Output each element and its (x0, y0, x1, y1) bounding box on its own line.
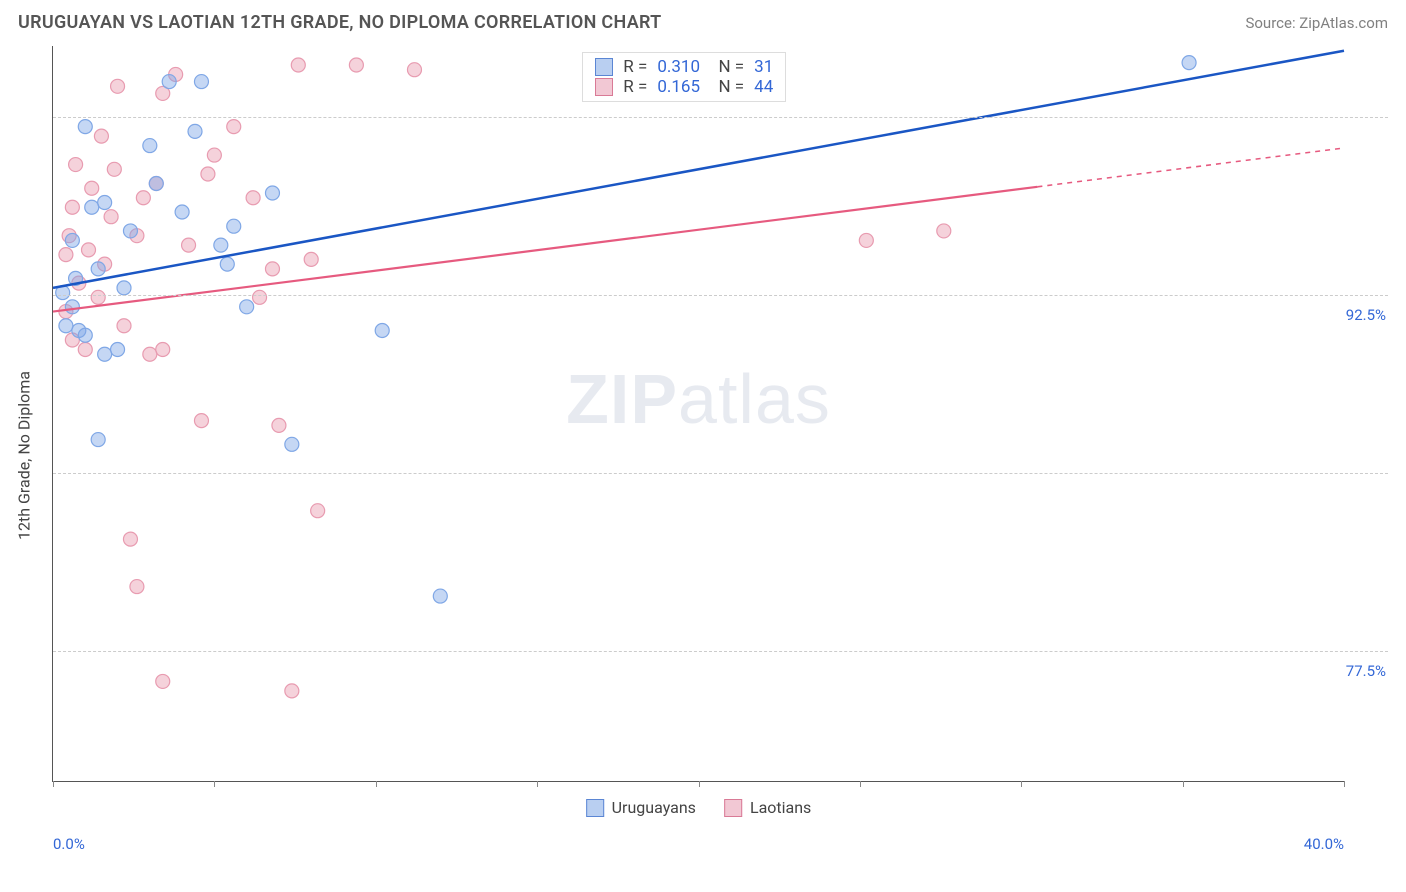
trend-line (53, 187, 1037, 312)
data-point (130, 580, 144, 594)
data-point (433, 589, 447, 603)
data-point (162, 75, 176, 89)
data-point (123, 224, 137, 238)
data-point (272, 418, 286, 432)
x-tick (1344, 781, 1345, 787)
data-point (65, 200, 79, 214)
data-point (69, 158, 83, 172)
data-point (265, 262, 279, 276)
data-point (78, 328, 92, 342)
data-point (253, 290, 267, 304)
trend-line (53, 51, 1344, 288)
x-tick-label-max: 40.0% (1304, 835, 1344, 853)
grid-line (53, 295, 1388, 296)
x-tick (860, 781, 861, 787)
legend-item: Laotians (724, 798, 811, 817)
x-tick (214, 781, 215, 787)
chart-area: 12th Grade, No Diploma ZIPatlas R = 0.31… (28, 46, 1388, 846)
data-point (240, 300, 254, 314)
data-point (214, 238, 228, 252)
grid-line (53, 473, 1388, 474)
data-point (407, 63, 421, 77)
x-tick (1183, 781, 1184, 787)
data-point (246, 191, 260, 205)
data-point (78, 120, 92, 134)
data-point (136, 191, 150, 205)
data-point (94, 129, 108, 143)
y-tick-label: 92.5% (1346, 306, 1386, 324)
data-point (937, 224, 951, 238)
data-point (220, 257, 234, 271)
data-point (91, 290, 105, 304)
data-point (123, 532, 137, 546)
data-point (349, 58, 363, 72)
data-point (98, 195, 112, 209)
data-point (207, 148, 221, 162)
x-tick (1021, 781, 1022, 787)
data-point (201, 167, 215, 181)
legend-swatch (724, 799, 742, 817)
scatter-svg (53, 46, 1344, 781)
data-point (227, 219, 241, 233)
chart-source: Source: ZipAtlas.com (1245, 14, 1388, 32)
series-legend: Uruguayans Laotians (586, 798, 812, 817)
data-point (59, 248, 73, 262)
legend-swatch (586, 799, 604, 817)
x-tick (376, 781, 377, 787)
data-point (111, 79, 125, 93)
data-point (285, 437, 299, 451)
x-tick (699, 781, 700, 787)
x-tick-label-min: 0.0% (53, 835, 85, 853)
data-point (104, 210, 118, 224)
chart-title: URUGUAYAN VS LAOTIAN 12TH GRADE, NO DIPL… (18, 12, 662, 33)
data-point (78, 342, 92, 356)
data-point (65, 300, 79, 314)
data-point (227, 120, 241, 134)
data-point (285, 684, 299, 698)
data-point (143, 347, 157, 361)
data-point (85, 200, 99, 214)
data-point (188, 124, 202, 138)
data-point (111, 342, 125, 356)
data-point (117, 319, 131, 333)
y-axis-label: 12th Grade, No Diploma (15, 371, 34, 540)
legend-item: Uruguayans (586, 798, 696, 817)
trend-line-dashed (1037, 148, 1344, 187)
x-tick (53, 781, 54, 787)
legend-label: Uruguayans (612, 798, 696, 817)
data-point (194, 414, 208, 428)
data-point (375, 324, 389, 338)
data-point (182, 238, 196, 252)
data-point (156, 342, 170, 356)
data-point (98, 347, 112, 361)
legend-label: Laotians (750, 798, 811, 817)
grid-line (53, 651, 1388, 652)
data-point (91, 262, 105, 276)
data-point (82, 243, 96, 257)
data-point (91, 433, 105, 447)
data-point (149, 177, 163, 191)
x-tick (537, 781, 538, 787)
data-point (311, 504, 325, 518)
data-point (859, 233, 873, 247)
data-point (175, 205, 189, 219)
data-point (107, 162, 121, 176)
plot-area: ZIPatlas R = 0.310 N = 31 R = 0.165 N = … (52, 46, 1344, 782)
data-point (85, 181, 99, 195)
data-point (1182, 56, 1196, 70)
data-point (117, 281, 131, 295)
data-point (265, 186, 279, 200)
y-tick-label: 77.5% (1346, 662, 1386, 680)
data-point (291, 58, 305, 72)
chart-header: URUGUAYAN VS LAOTIAN 12TH GRADE, NO DIPL… (0, 0, 1406, 41)
grid-line (53, 117, 1388, 118)
data-point (59, 319, 73, 333)
data-point (65, 233, 79, 247)
data-point (156, 674, 170, 688)
data-point (194, 75, 208, 89)
data-point (304, 252, 318, 266)
data-point (143, 139, 157, 153)
